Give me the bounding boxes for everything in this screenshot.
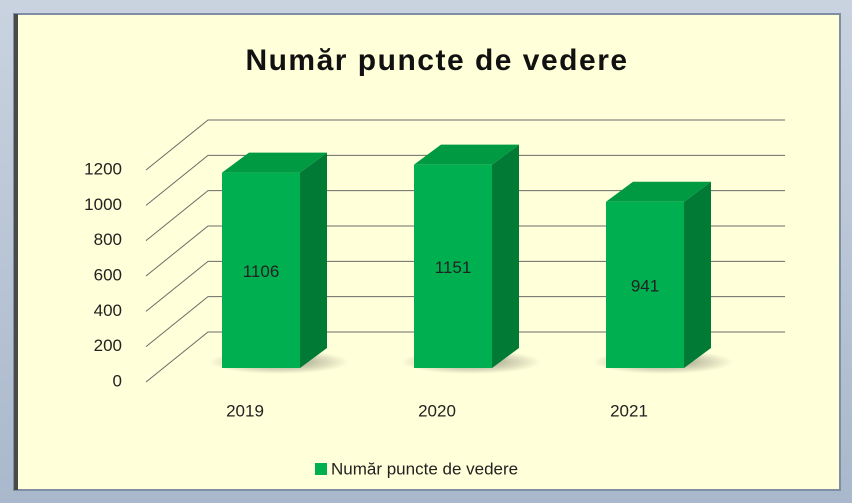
y-tick-label: 800 [94,230,122,249]
grid-line [145,154,785,206]
grid-line [145,331,785,383]
y-tick-label: 1200 [84,159,122,178]
bar [222,172,300,368]
grid-line [145,190,785,242]
y-tick-label: 600 [94,265,122,284]
bar [606,201,684,368]
grid-line [145,225,785,277]
chart-title: Număr puncte de vedere [245,44,628,77]
bar-side [492,144,519,368]
grid-line [145,260,785,312]
data-label: 941 [631,276,659,295]
legend-label: Număr puncte de vedere [331,459,518,478]
bar-top [606,181,711,202]
data-label: 1151 [435,258,472,277]
bar-top [414,144,519,165]
grid-line [145,296,785,348]
bar-top [222,152,327,173]
y-tick-label: 200 [94,336,122,355]
y-tick-label: 400 [94,301,122,320]
legend-swatch [315,463,327,475]
bar [414,164,492,368]
grid-line [145,119,785,171]
x-tick-label: 2021 [610,401,648,420]
x-tick-label: 2020 [418,401,456,420]
x-tick-label: 2019 [226,401,264,420]
y-tick-label: 1000 [84,195,122,214]
y-tick-label: 0 [113,371,122,390]
panel-edge [14,14,18,490]
bar-side [684,181,711,368]
bar-side [300,152,327,368]
data-label: 1106 [243,262,280,281]
